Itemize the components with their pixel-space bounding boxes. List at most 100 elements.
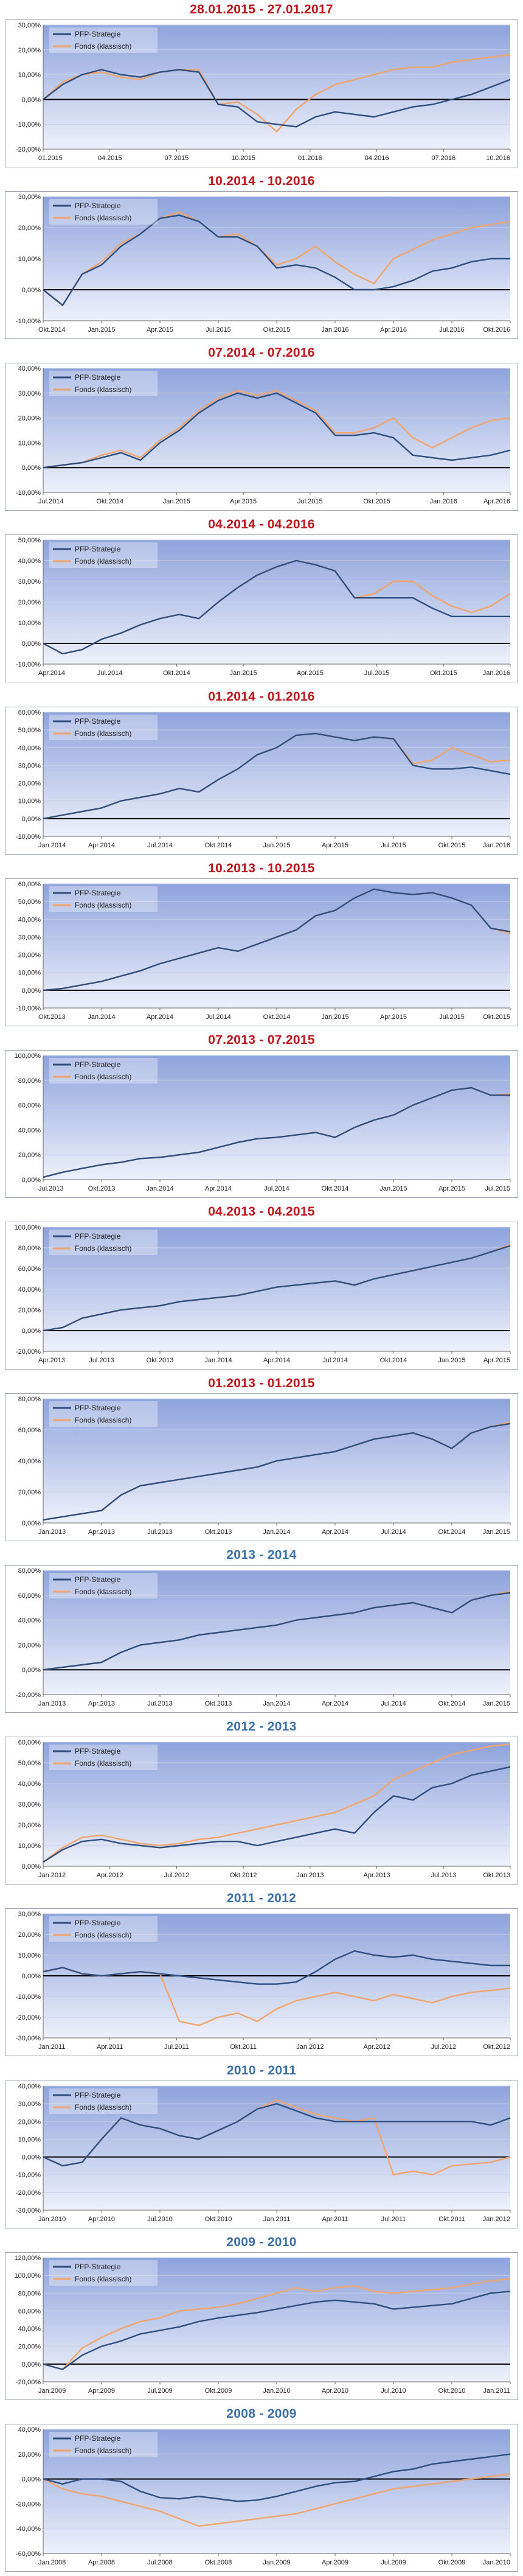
y-tick-label: 0,00% <box>22 640 41 648</box>
x-tick-label: Apr.2014 <box>205 1185 232 1192</box>
y-tick-label: 30,00% <box>18 2101 41 2108</box>
x-tick-label: Jan.2011 <box>483 2387 510 2395</box>
y-tick-label: 20,00% <box>18 2451 41 2459</box>
chart-title: 01.2013 - 01.2015 <box>208 1376 315 1391</box>
series-line-strategy <box>43 69 511 128</box>
plot-area <box>43 2429 510 2553</box>
legend-box <box>49 1573 158 1599</box>
y-tick-label: 20,00% <box>18 1489 41 1496</box>
x-tick-label: Apr.2014 <box>263 1357 290 1364</box>
x-tick-label: Okt.2014 <box>96 498 123 505</box>
y-tick-label: -10,00% <box>16 1005 41 1012</box>
series-line-fund <box>43 211 511 306</box>
y-tick-label: -10,00% <box>16 489 41 497</box>
chart-frame: -10,00% 0,00% 10,00% 20,00% 30,00% 40,00% 50,0… <box>5 878 518 1026</box>
y-tick-label: -10,00% <box>16 1993 41 2001</box>
chart-title: 2010 - 2011 <box>226 2063 297 2077</box>
legend: PFP-Strategie Fonds (klassisch) <box>49 371 158 397</box>
x-tick-label: Okt.2011 <box>438 2216 465 2223</box>
chart-title: 2013 - 2014 <box>226 1548 297 1563</box>
y-tick-label: 10,00% <box>18 72 41 79</box>
y-tick-label: -10,00% <box>16 318 41 325</box>
chart-frame: -10,00% 0,00% 10,00% 20,00% 30,00% 40,00% 50,0… <box>5 534 518 683</box>
x-tick-label: Okt.2012 <box>230 1872 257 1879</box>
y-tick-label: 60,00% <box>18 1739 41 1746</box>
x-tick-label: 10.2016 <box>486 155 510 162</box>
y-tick-label: -10,00% <box>16 833 41 841</box>
x-tick-label: Jan.2014 <box>88 1013 115 1021</box>
x-tick-label: Okt.2014 <box>380 1357 407 1364</box>
legend-label-fund: Fonds (klassisch) <box>75 729 131 738</box>
y-tick-label: -20,00% <box>16 1692 41 1699</box>
y-tick-label: 20,00% <box>18 1642 41 1650</box>
x-tick-label: Apr.2009 <box>88 2387 115 2395</box>
x-tick-label: Okt.2015 <box>263 326 291 334</box>
legend-label-fund: Fonds (klassisch) <box>75 1931 131 1939</box>
chart-panel: 2013 - 2014 -20,00% 0,00% 20,00% 40,00% 60,00… <box>0 1545 523 1717</box>
x-tick-label: Apr.2016 <box>483 498 510 505</box>
x-tick-label: 04.2016 <box>365 155 389 162</box>
y-tick-label: 40,00% <box>18 2325 41 2333</box>
y-tick-label: -10,00% <box>16 121 41 128</box>
y-tick-label: 10,00% <box>18 969 41 976</box>
x-tick-label: Jan.2015 <box>88 326 115 334</box>
series-line-strategy <box>43 1423 511 1521</box>
legend: PFP-Strategie Fonds (klassisch) <box>49 1745 158 1771</box>
x-tick-label: Jul.2016 <box>439 326 465 334</box>
chart-panel: 2010 - 2011 -30,00% -20,00% -10,00% 0,00% 10,… <box>0 2061 523 2232</box>
x-tick-label: Apr.2015 <box>230 498 257 505</box>
legend-box <box>49 27 158 53</box>
legend-label-strategy: PFP-Strategie <box>75 717 121 726</box>
x-tick-label: Okt.2012 <box>483 2043 510 2051</box>
line-chart: -30,00% -20,00% -10,00% 0,00% 10,00% 20,00% 30… <box>16 1911 511 2051</box>
chart-panel: 04.2013 - 04.2015 -20,00% 0,00% 20,00% 40,00… <box>0 1202 523 1373</box>
y-tick-label: 100,00% <box>15 1224 41 1231</box>
y-tick-label: 20,00% <box>18 951 41 959</box>
y-tick-label: 0,00% <box>22 815 41 822</box>
line-chart: 0,00% 20,00% 40,00% 60,00% 80,00% Jan.2013 Apr… <box>18 1396 511 1536</box>
line-chart: -10,00% 0,00% 10,00% 20,00% 30,00% Okt.2014 Ja… <box>16 194 511 334</box>
series-line-strategy <box>43 2290 511 2370</box>
legend-label-fund: Fonds (klassisch) <box>75 2275 131 2283</box>
x-tick-label: Apr.2012 <box>364 2043 390 2051</box>
x-tick-label: Jul.2013 <box>89 1357 114 1364</box>
legend: PFP-Strategie Fonds (klassisch) <box>49 199 158 225</box>
x-tick-label: Okt.2013 <box>483 1872 510 1879</box>
y-tick-label: 30,00% <box>18 1911 41 1918</box>
x-tick-label: Jan.2014 <box>146 1185 173 1192</box>
chart-panel: 07.2014 - 07.2016 -10,00% 0,00% 10,00% 20,00… <box>0 343 523 514</box>
x-tick-label: Apr.2011 <box>322 2216 348 2223</box>
x-tick-label: Okt.2015 <box>438 842 466 849</box>
x-tick-label: Jul.2012 <box>164 1872 190 1879</box>
x-tick-label: Jan.2009 <box>38 2387 66 2395</box>
x-tick-label: Jul.2013 <box>38 1185 64 1192</box>
x-tick-label: Jan.2009 <box>263 2559 290 2566</box>
x-tick-label: Jul.2013 <box>147 1700 173 1707</box>
y-tick-label: 20,00% <box>18 415 41 422</box>
x-tick-label: Jan.2012 <box>38 1872 66 1879</box>
x-tick-label: Apr.2014 <box>322 1700 348 1707</box>
x-tick-label: Jan.2013 <box>38 1700 66 1707</box>
y-tick-label: 20,00% <box>18 1152 41 1159</box>
x-tick-label: Apr.2015 <box>438 1185 465 1192</box>
x-tick-label: Jan.2012 <box>483 2216 510 2223</box>
x-tick-label: Apr.2012 <box>97 1872 123 1879</box>
series-line-strategy <box>43 1950 510 1986</box>
x-tick-label: Jan.2015 <box>230 670 257 677</box>
series-line-strategy <box>43 1245 511 1332</box>
x-tick-label: Jan.2011 <box>38 2043 65 2051</box>
x-tick-label: Jul.2014 <box>147 842 173 849</box>
chart-panel: 10.2013 - 10.2015 -10,00% 0,00% 10,00% 20,00… <box>0 859 523 1030</box>
x-tick-label: 07.2016 <box>431 155 455 162</box>
x-tick-label: Okt.2015 <box>430 670 457 677</box>
series-line-strategy <box>43 392 511 469</box>
x-tick-label: Jan.2015 <box>321 1013 348 1021</box>
legend: PFP-Strategie Fonds (klassisch) <box>49 886 158 912</box>
x-tick-label: Jan.2015 <box>483 1528 510 1536</box>
y-tick-label: 40,00% <box>18 2426 41 2434</box>
y-tick-label: 0,00% <box>22 287 41 294</box>
x-tick-label: Jan.2016 <box>321 326 348 334</box>
x-tick-label: 01.2015 <box>38 155 63 162</box>
x-tick-label: Apr.2015 <box>483 1357 510 1364</box>
